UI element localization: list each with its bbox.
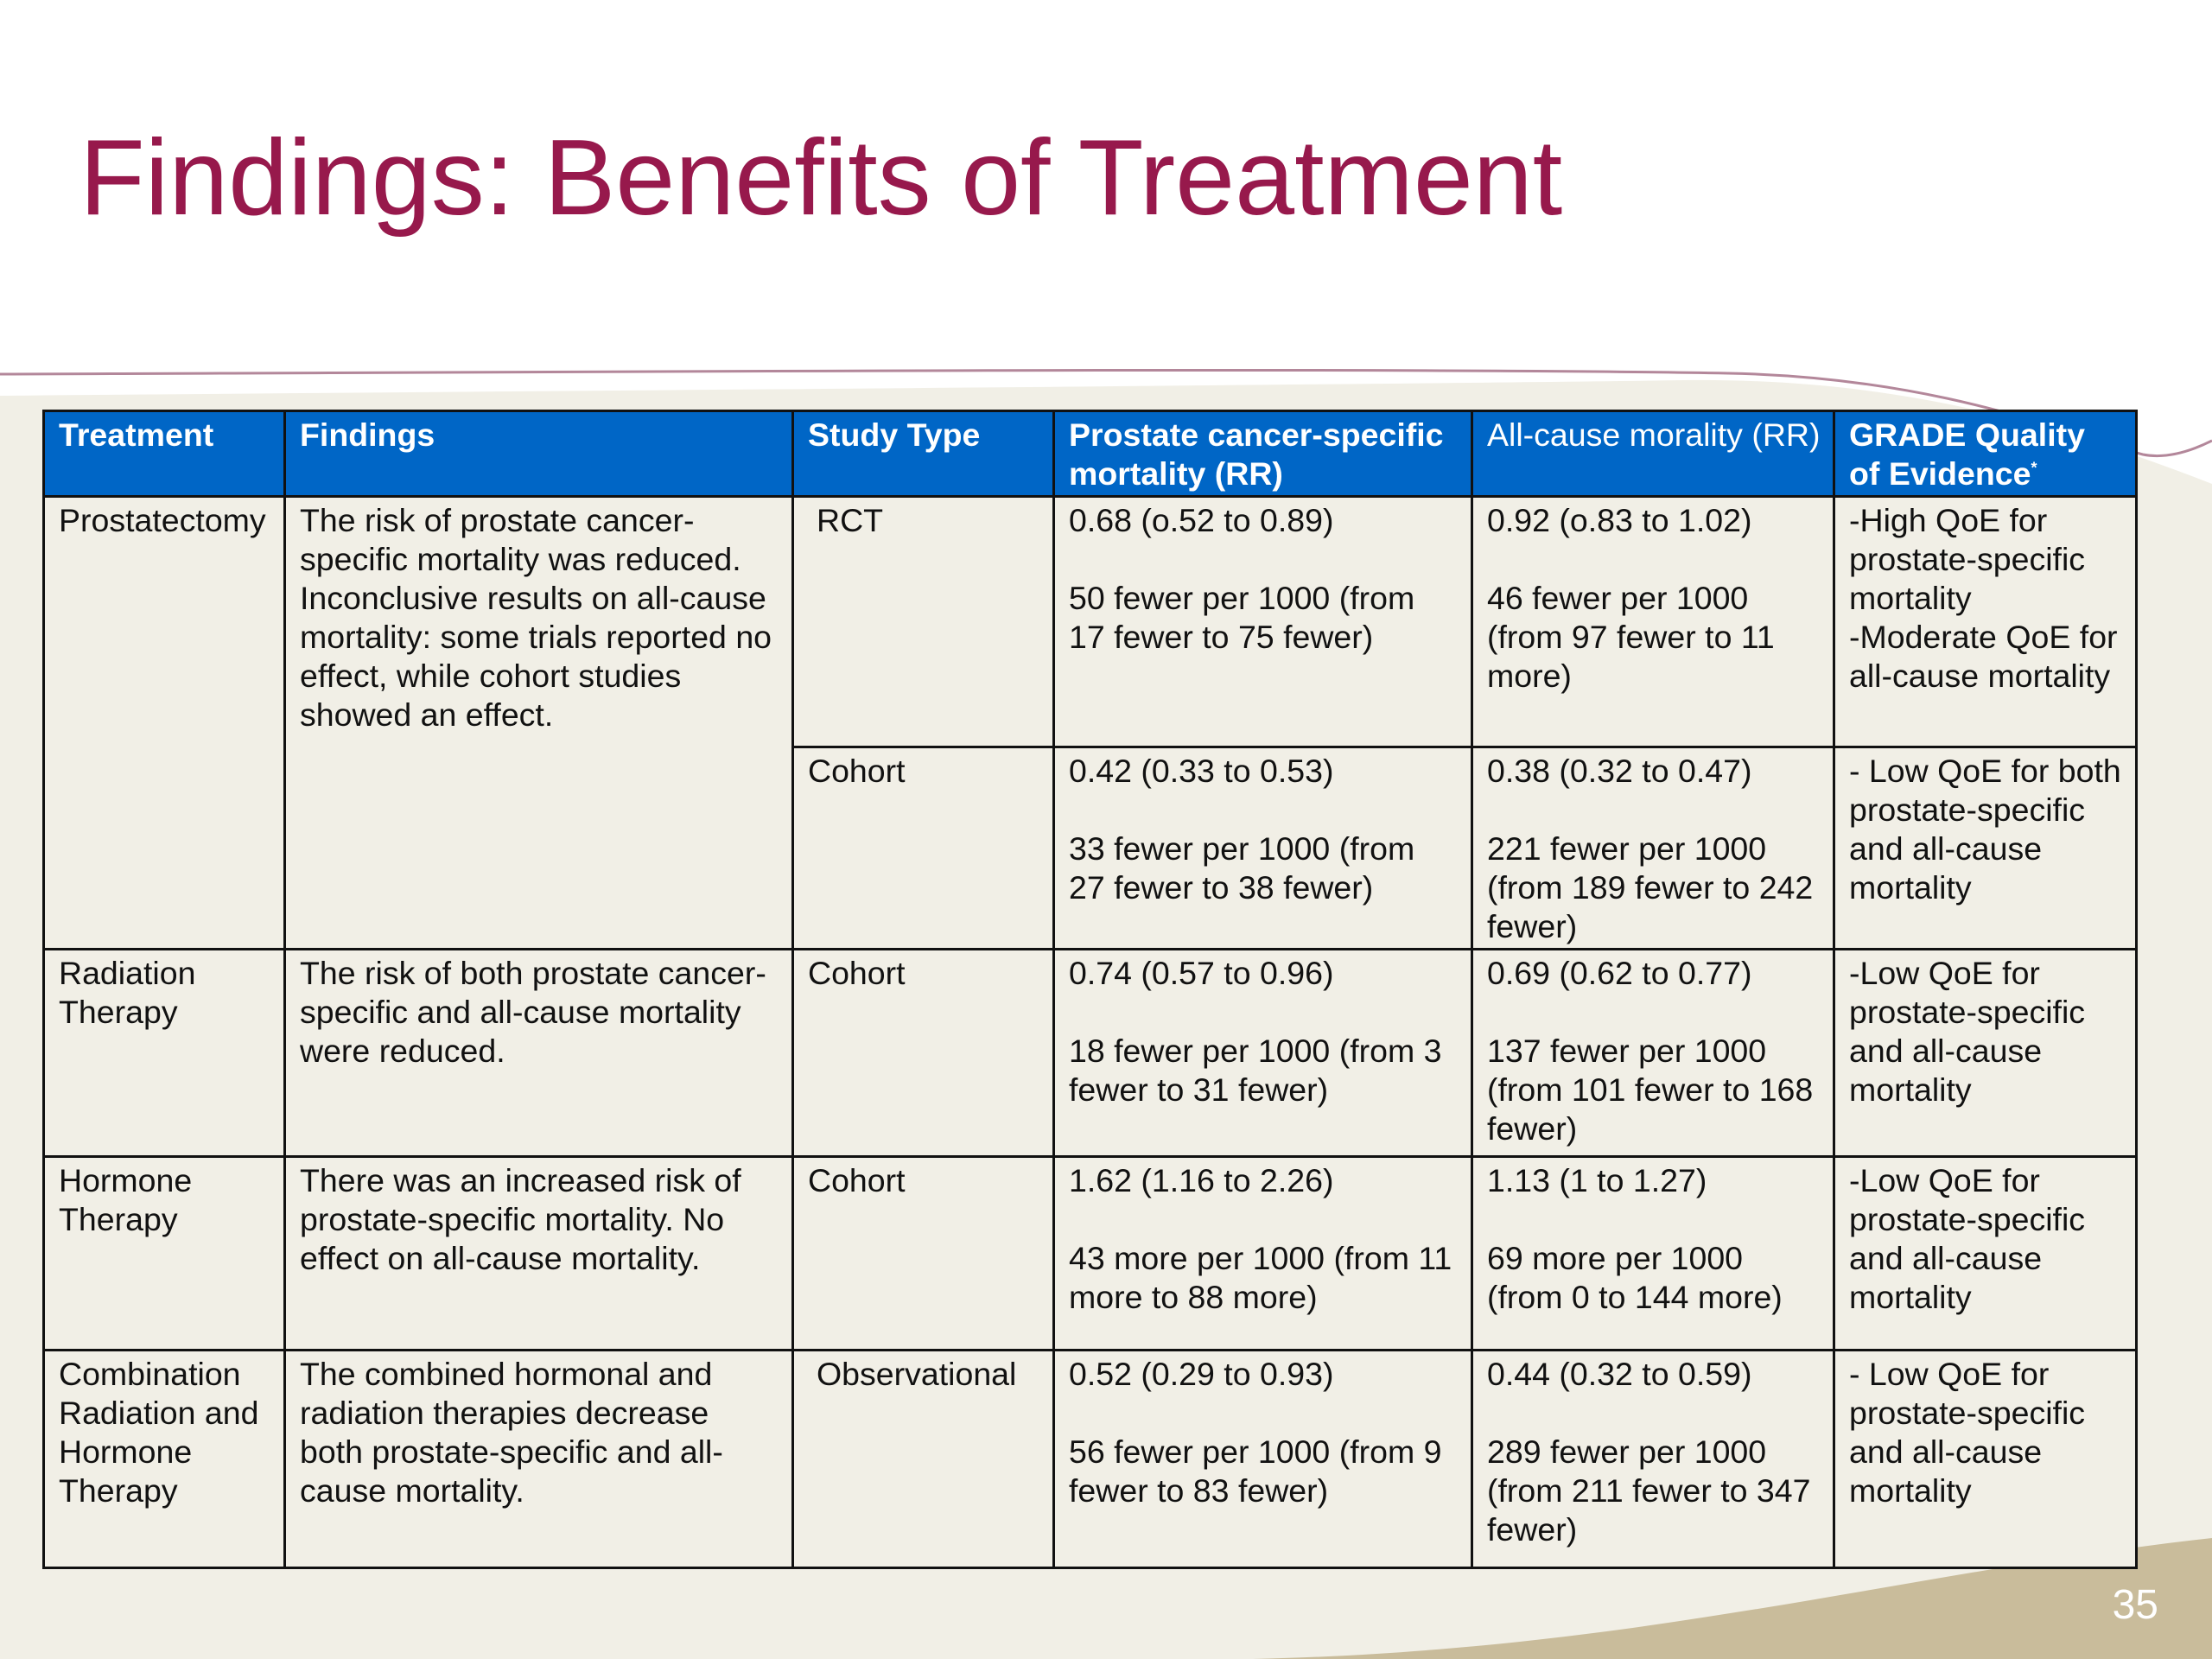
header-row: Treatment Findings Study Type Prostate c… — [42, 410, 2138, 498]
cell-all-cause-mortality: 0.92 (o.83 to 1.02) 46 fewer per 1000 (f… — [1471, 495, 1835, 748]
cell-prostate-mortality: 0.52 (0.29 to 0.93) 56 fewer per 1000 (f… — [1052, 1349, 1473, 1569]
cell-treatment: Combination Radiation and Hormone Therap… — [42, 1349, 286, 1569]
absolute-effect: 137 fewer per 1000 (from 101 fewer to 16… — [1487, 1033, 1814, 1147]
absolute-effect: 221 fewer per 1000 (from 189 fewer to 24… — [1487, 830, 1814, 944]
header-prostate-cancer-specific-mortality: Prostate cancer-specific mortality (RR) — [1052, 410, 1473, 498]
cell-findings: The risk of both prostate cancer-specifi… — [283, 948, 794, 1158]
absolute-effect: 289 fewer per 1000 (from 211 fewer to 34… — [1487, 1433, 1811, 1548]
cell-study-type: RCT — [791, 495, 1055, 748]
footnote-mark: * — [2031, 459, 2037, 477]
cell-treatment: Radiation Therapy — [42, 948, 286, 1158]
table-row-combination: Combination Radiation and Hormone Therap… — [42, 1349, 2138, 1569]
cell-prostate-mortality: 1.62 (1.16 to 2.26) 43 more per 1000 (fr… — [1052, 1155, 1473, 1351]
cell-all-cause-mortality: 0.44 (0.32 to 0.59) 289 fewer per 1000 (… — [1471, 1349, 1835, 1569]
relative-risk: 1.62 (1.16 to 2.26) — [1069, 1162, 1334, 1198]
cell-findings: There was an increased risk of prostate-… — [283, 1155, 794, 1351]
relative-risk: 0.38 (0.32 to 0.47) — [1487, 753, 1752, 789]
cell-all-cause-mortality: 1.13 (1 to 1.27) 69 more per 1000 (from … — [1471, 1155, 1835, 1351]
relative-risk: 0.69 (0.62 to 0.77) — [1487, 955, 1752, 991]
absolute-effect: 43 more per 1000 (from 11 more to 88 mor… — [1069, 1240, 1452, 1315]
absolute-effect: 69 more per 1000 (from 0 to 144 more) — [1487, 1240, 1783, 1315]
cell-grade: -High QoE for prostate-specific mortalit… — [1833, 495, 2138, 748]
grade-text: -High QoE for prostate-specific mortalit… — [1849, 502, 2118, 694]
relative-risk: 0.42 (0.33 to 0.53) — [1069, 753, 1334, 789]
table-row-hormone: Hormone Therapy There was an increased r… — [42, 1155, 2138, 1351]
cell-prostate-mortality: 0.74 (0.57 to 0.96) 18 fewer per 1000 (f… — [1052, 948, 1473, 1158]
relative-risk: 0.44 (0.32 to 0.59) — [1487, 1356, 1752, 1392]
header-grade-quality: GRADE Quality of Evidence* — [1833, 410, 2138, 498]
findings-table: Treatment Findings Study Type Prostate c… — [42, 410, 2138, 1569]
cell-grade: -Low QoE for prostate-specific and all-c… — [1833, 1155, 2138, 1351]
relative-risk: 0.74 (0.57 to 0.96) — [1069, 955, 1334, 991]
absolute-effect: 46 fewer per 1000 (from 97 fewer to 11 m… — [1487, 580, 1775, 694]
relative-risk: 1.13 (1 to 1.27) — [1487, 1162, 1707, 1198]
header-findings: Findings — [283, 410, 794, 498]
cell-all-cause-mortality: 0.69 (0.62 to 0.77) 137 fewer per 1000 (… — [1471, 948, 1835, 1158]
header-treatment: Treatment — [42, 410, 286, 498]
grade-text: -Low QoE for prostate-specific and all-c… — [1849, 1162, 2086, 1315]
cell-treatment: Hormone Therapy — [42, 1155, 286, 1351]
cell-study-type: Cohort — [791, 746, 1055, 950]
cell-treatment: Prostatectomy — [42, 495, 286, 950]
relative-risk: 0.52 (0.29 to 0.93) — [1069, 1356, 1334, 1392]
absolute-effect: 18 fewer per 1000 (from 3 fewer to 31 fe… — [1069, 1033, 1442, 1108]
table-row-radiation: Radiation Therapy The risk of both prost… — [42, 948, 2138, 1158]
cell-study-type: Cohort — [791, 1155, 1055, 1351]
page-number: 35 — [2112, 1582, 2158, 1628]
cell-findings: The risk of prostate cancer-specific mor… — [283, 495, 794, 950]
header-all-cause-mortality: All-cause morality (RR) — [1471, 410, 1835, 498]
grade-text: - Low QoE for prostate-specific and all-… — [1849, 1356, 2086, 1509]
slide-title: Findings: Benefits of Treatment — [79, 118, 1563, 238]
relative-risk: 0.92 (o.83 to 1.02) — [1487, 502, 1752, 538]
cell-all-cause-mortality: 0.38 (0.32 to 0.47) 221 fewer per 1000 (… — [1471, 746, 1835, 950]
cell-prostate-mortality: 0.68 (o.52 to 0.89) 50 fewer per 1000 (f… — [1052, 495, 1473, 748]
cell-study-type: Observational — [791, 1349, 1055, 1569]
cell-findings: The combined hormonal and radiation ther… — [283, 1349, 794, 1569]
table-row-prostatectomy-rct: Prostatectomy The risk of prostate cance… — [42, 495, 2138, 950]
bottom-wave — [1253, 1538, 2212, 1659]
header-study-type: Study Type — [791, 410, 1055, 498]
absolute-effect: 56 fewer per 1000 (from 9 fewer to 83 fe… — [1069, 1433, 1442, 1509]
grade-text: -Low QoE for prostate-specific and all-c… — [1849, 955, 2086, 1108]
cell-study-type: Cohort — [791, 948, 1055, 1158]
absolute-effect: 50 fewer per 1000 (from 17 fewer to 75 f… — [1069, 580, 1415, 655]
cell-grade: -Low QoE for prostate-specific and all-c… — [1833, 948, 2138, 1158]
absolute-effect: 33 fewer per 1000 (from 27 fewer to 38 f… — [1069, 830, 1415, 906]
header-grade-label: GRADE Quality of Evidence — [1849, 416, 2085, 492]
cell-grade: - Low QoE for prostate-specific and all-… — [1833, 1349, 2138, 1569]
cell-grade: - Low QoE for both prostate-specific and… — [1833, 746, 2138, 950]
grade-text: - Low QoE for both prostate-specific and… — [1849, 753, 2121, 906]
cell-prostate-mortality: 0.42 (0.33 to 0.53) 33 fewer per 1000 (f… — [1052, 746, 1473, 950]
table-row-prostatectomy-cohort: Cohort 0.42 (0.33 to 0.53) 33 fewer per … — [44, 746, 2138, 950]
relative-risk: 0.68 (o.52 to 0.89) — [1069, 502, 1334, 538]
